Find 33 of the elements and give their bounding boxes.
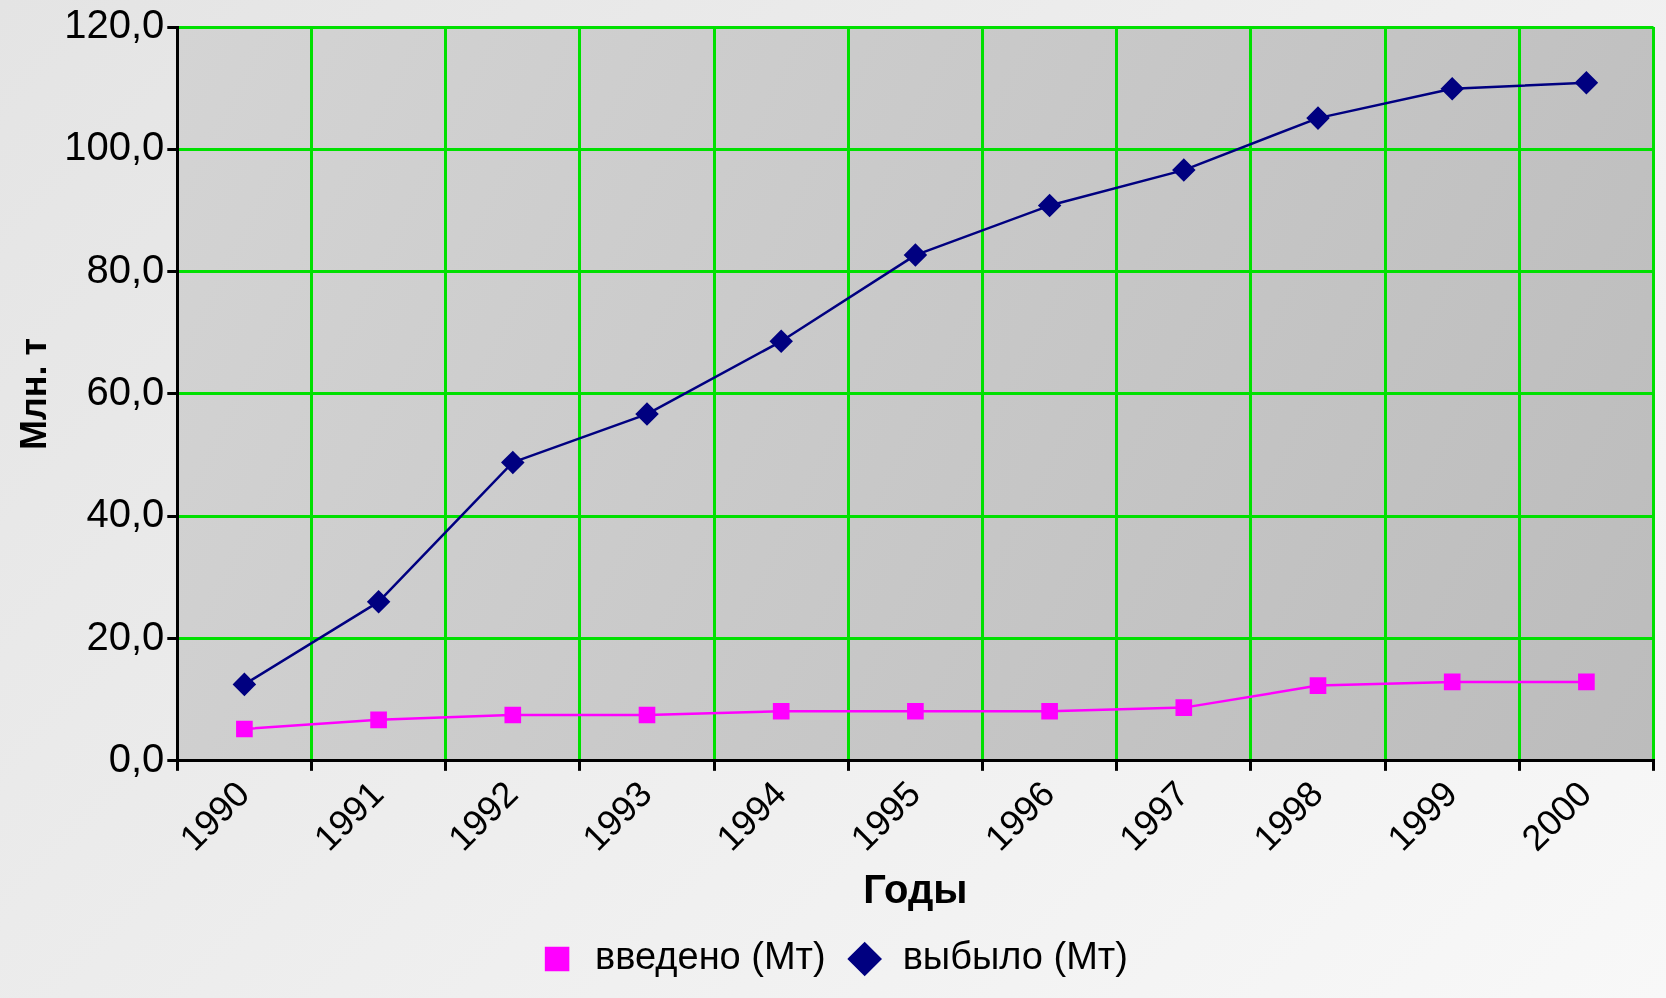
point [370, 711, 387, 729]
legend-label: введено (Мт) [595, 935, 826, 978]
point [638, 706, 656, 724]
point [1306, 106, 1330, 130]
y-tick-label: 20,0 [86, 613, 165, 658]
point [501, 451, 525, 474]
y-tick-label: 100,0 [64, 124, 165, 169]
y-tick-label: 40,0 [86, 491, 165, 536]
y-axis-title: Млн. т [12, 337, 54, 451]
point [236, 720, 253, 738]
point [907, 702, 924, 720]
point [504, 706, 522, 724]
point [769, 330, 793, 353]
point [904, 243, 927, 267]
point [635, 402, 659, 426]
point [1309, 677, 1327, 694]
point [1041, 702, 1058, 720]
point [1038, 194, 1061, 217]
point [367, 590, 390, 614]
y-tick-label: 80,0 [86, 246, 165, 291]
point [1443, 673, 1461, 691]
y-tick-label: 120,0 [64, 2, 165, 47]
y-tick-label: 60,0 [86, 368, 165, 413]
x-axis-title: Годы [863, 867, 968, 912]
legend-label: выбыло (Мт) [902, 935, 1128, 978]
point [1440, 77, 1464, 101]
point [1578, 673, 1595, 691]
point [1575, 71, 1598, 94]
point [1175, 699, 1193, 716]
point [1172, 158, 1196, 182]
y-tick-label: 0,0 [108, 735, 165, 780]
point [772, 702, 790, 720]
point [233, 673, 256, 696]
